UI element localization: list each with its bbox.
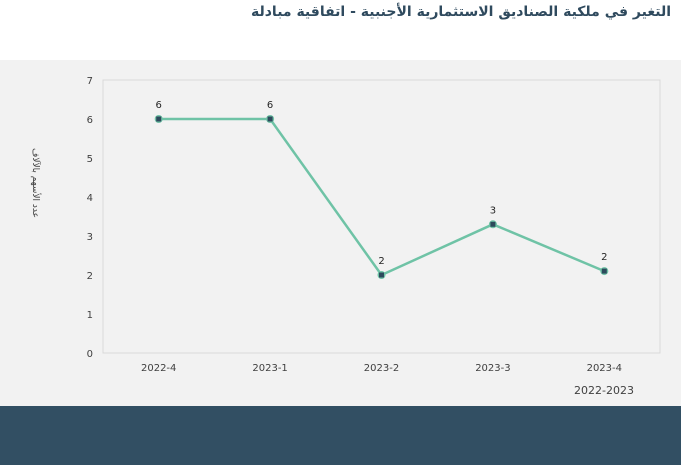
data-point xyxy=(267,116,273,122)
chart-panel: عدد الأسهم بالآلاف 2022-2023 0 1 2 3 4 5 6 7 20… xyxy=(0,60,681,406)
footer-bar xyxy=(0,406,681,465)
y-tick-label: 5 xyxy=(87,154,93,165)
y-tick-label: 1 xyxy=(87,310,93,321)
data-label: 6 xyxy=(267,100,273,111)
data-point xyxy=(379,272,384,278)
x-tick-label: 2023-2 xyxy=(364,363,399,374)
x-tick-label: 2022-4 xyxy=(141,363,176,374)
y-axis-title: عدد الأسهم بالآلاف xyxy=(30,148,42,218)
chart-title: التغير في ملكية الصناديق الاستثمارية الأ… xyxy=(251,4,671,20)
y-tick-label: 3 xyxy=(87,232,93,243)
data-label: 2 xyxy=(378,256,384,267)
data-label: 2 xyxy=(601,252,607,263)
data-point xyxy=(601,268,607,274)
x-tick-label: 2023-4 xyxy=(587,363,622,374)
y-tick-label: 4 xyxy=(87,193,93,204)
y-tick-label: 2 xyxy=(87,271,93,282)
line-chart: عدد الأسهم بالآلاف 2022-2023 0 1 2 3 4 5 6 7 20… xyxy=(30,76,661,397)
plot-area xyxy=(102,79,661,354)
y-tick-label: 0 xyxy=(87,349,93,360)
data-label: 3 xyxy=(490,205,496,216)
x-tick-label: 2023-1 xyxy=(252,363,287,374)
y-tick-label: 7 xyxy=(87,76,93,87)
data-point xyxy=(156,116,162,122)
y-tick-label: 6 xyxy=(87,115,93,126)
x-axis-title: 2022-2023 xyxy=(574,384,634,397)
data-point xyxy=(490,221,496,227)
data-label: 6 xyxy=(156,100,162,111)
x-tick-label: 2023-3 xyxy=(475,363,510,374)
